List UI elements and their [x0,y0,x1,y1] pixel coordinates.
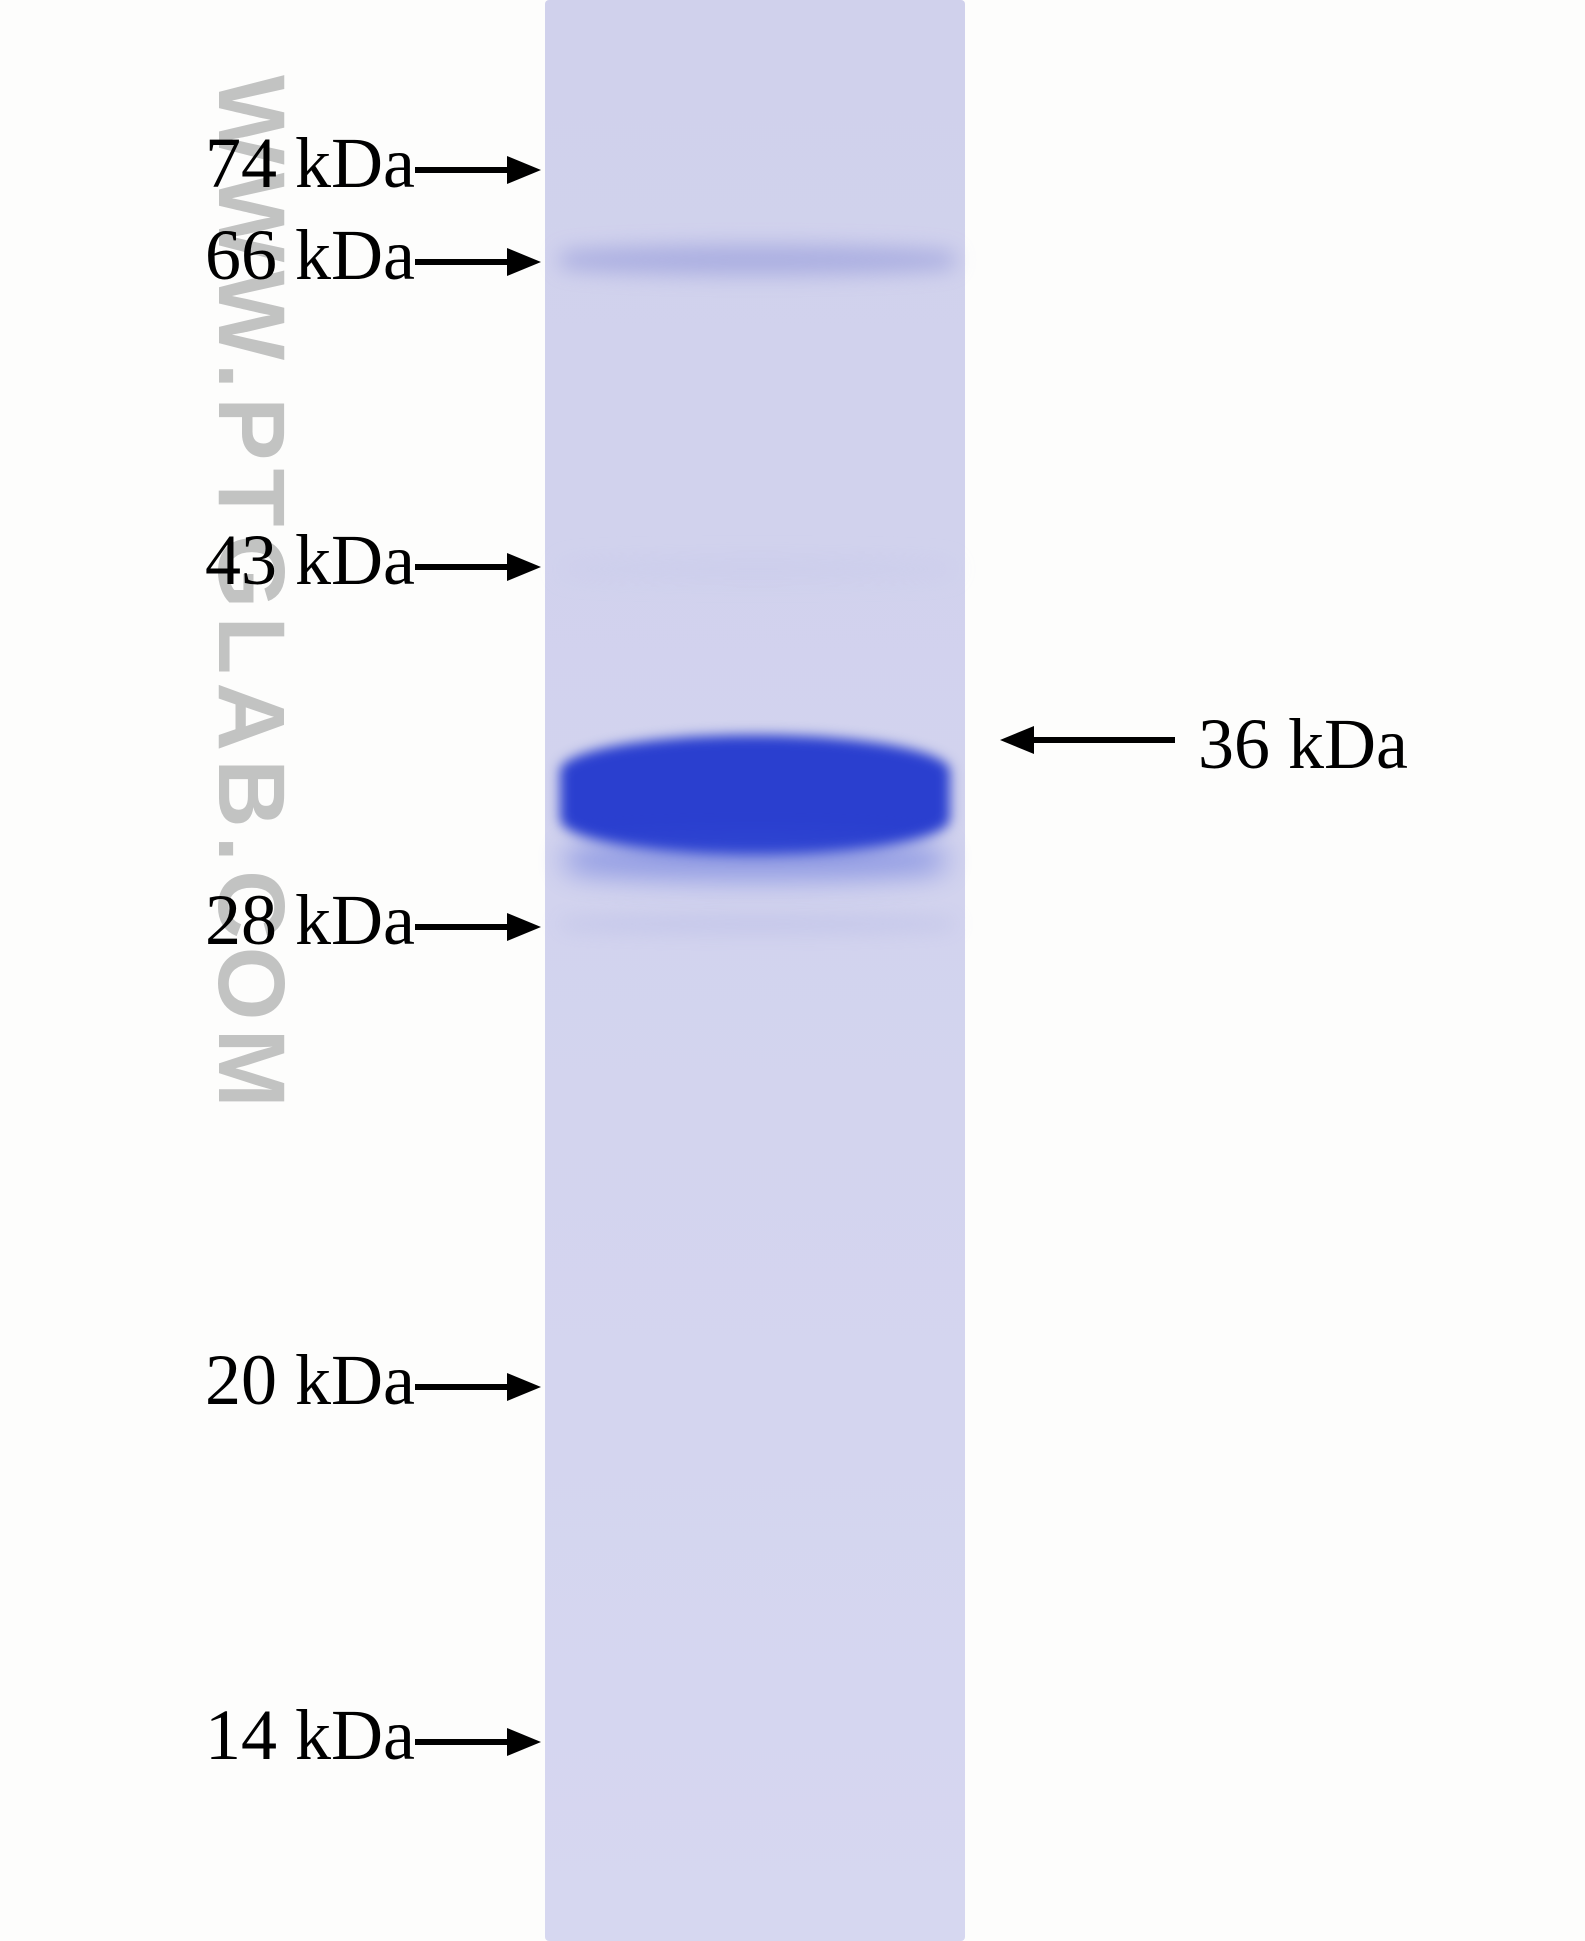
shadow-band-36kda [565,840,945,880]
ladder-label-left: 43 kDa [120,519,415,602]
ladder-label-left: 14 kDa [120,1694,415,1777]
faint-band-28kda [560,915,955,933]
gel-figure: WWW.PTGLAB.COM 74 kDa66 kDa43 kDa28 kDa2… [0,0,1585,1941]
arrow-icon [377,547,579,587]
faint-band-43kda [560,560,955,578]
arrow-icon [377,1722,579,1762]
arrow-icon [377,1367,579,1407]
gel-lane [545,0,965,1941]
ladder-label-left: 28 kDa [120,879,415,962]
arrow-icon [377,150,579,190]
ladder-label-right: 36 kDa [1198,703,1408,786]
faint-band-66kda [560,245,955,275]
arrow-icon [377,907,579,947]
arrow-icon [377,242,579,282]
main-band-36kda [560,735,950,855]
arrow-icon [962,720,1213,760]
ladder-label-left: 66 kDa [120,214,415,297]
ladder-label-left: 74 kDa [120,122,415,205]
ladder-label-left: 20 kDa [120,1339,415,1422]
